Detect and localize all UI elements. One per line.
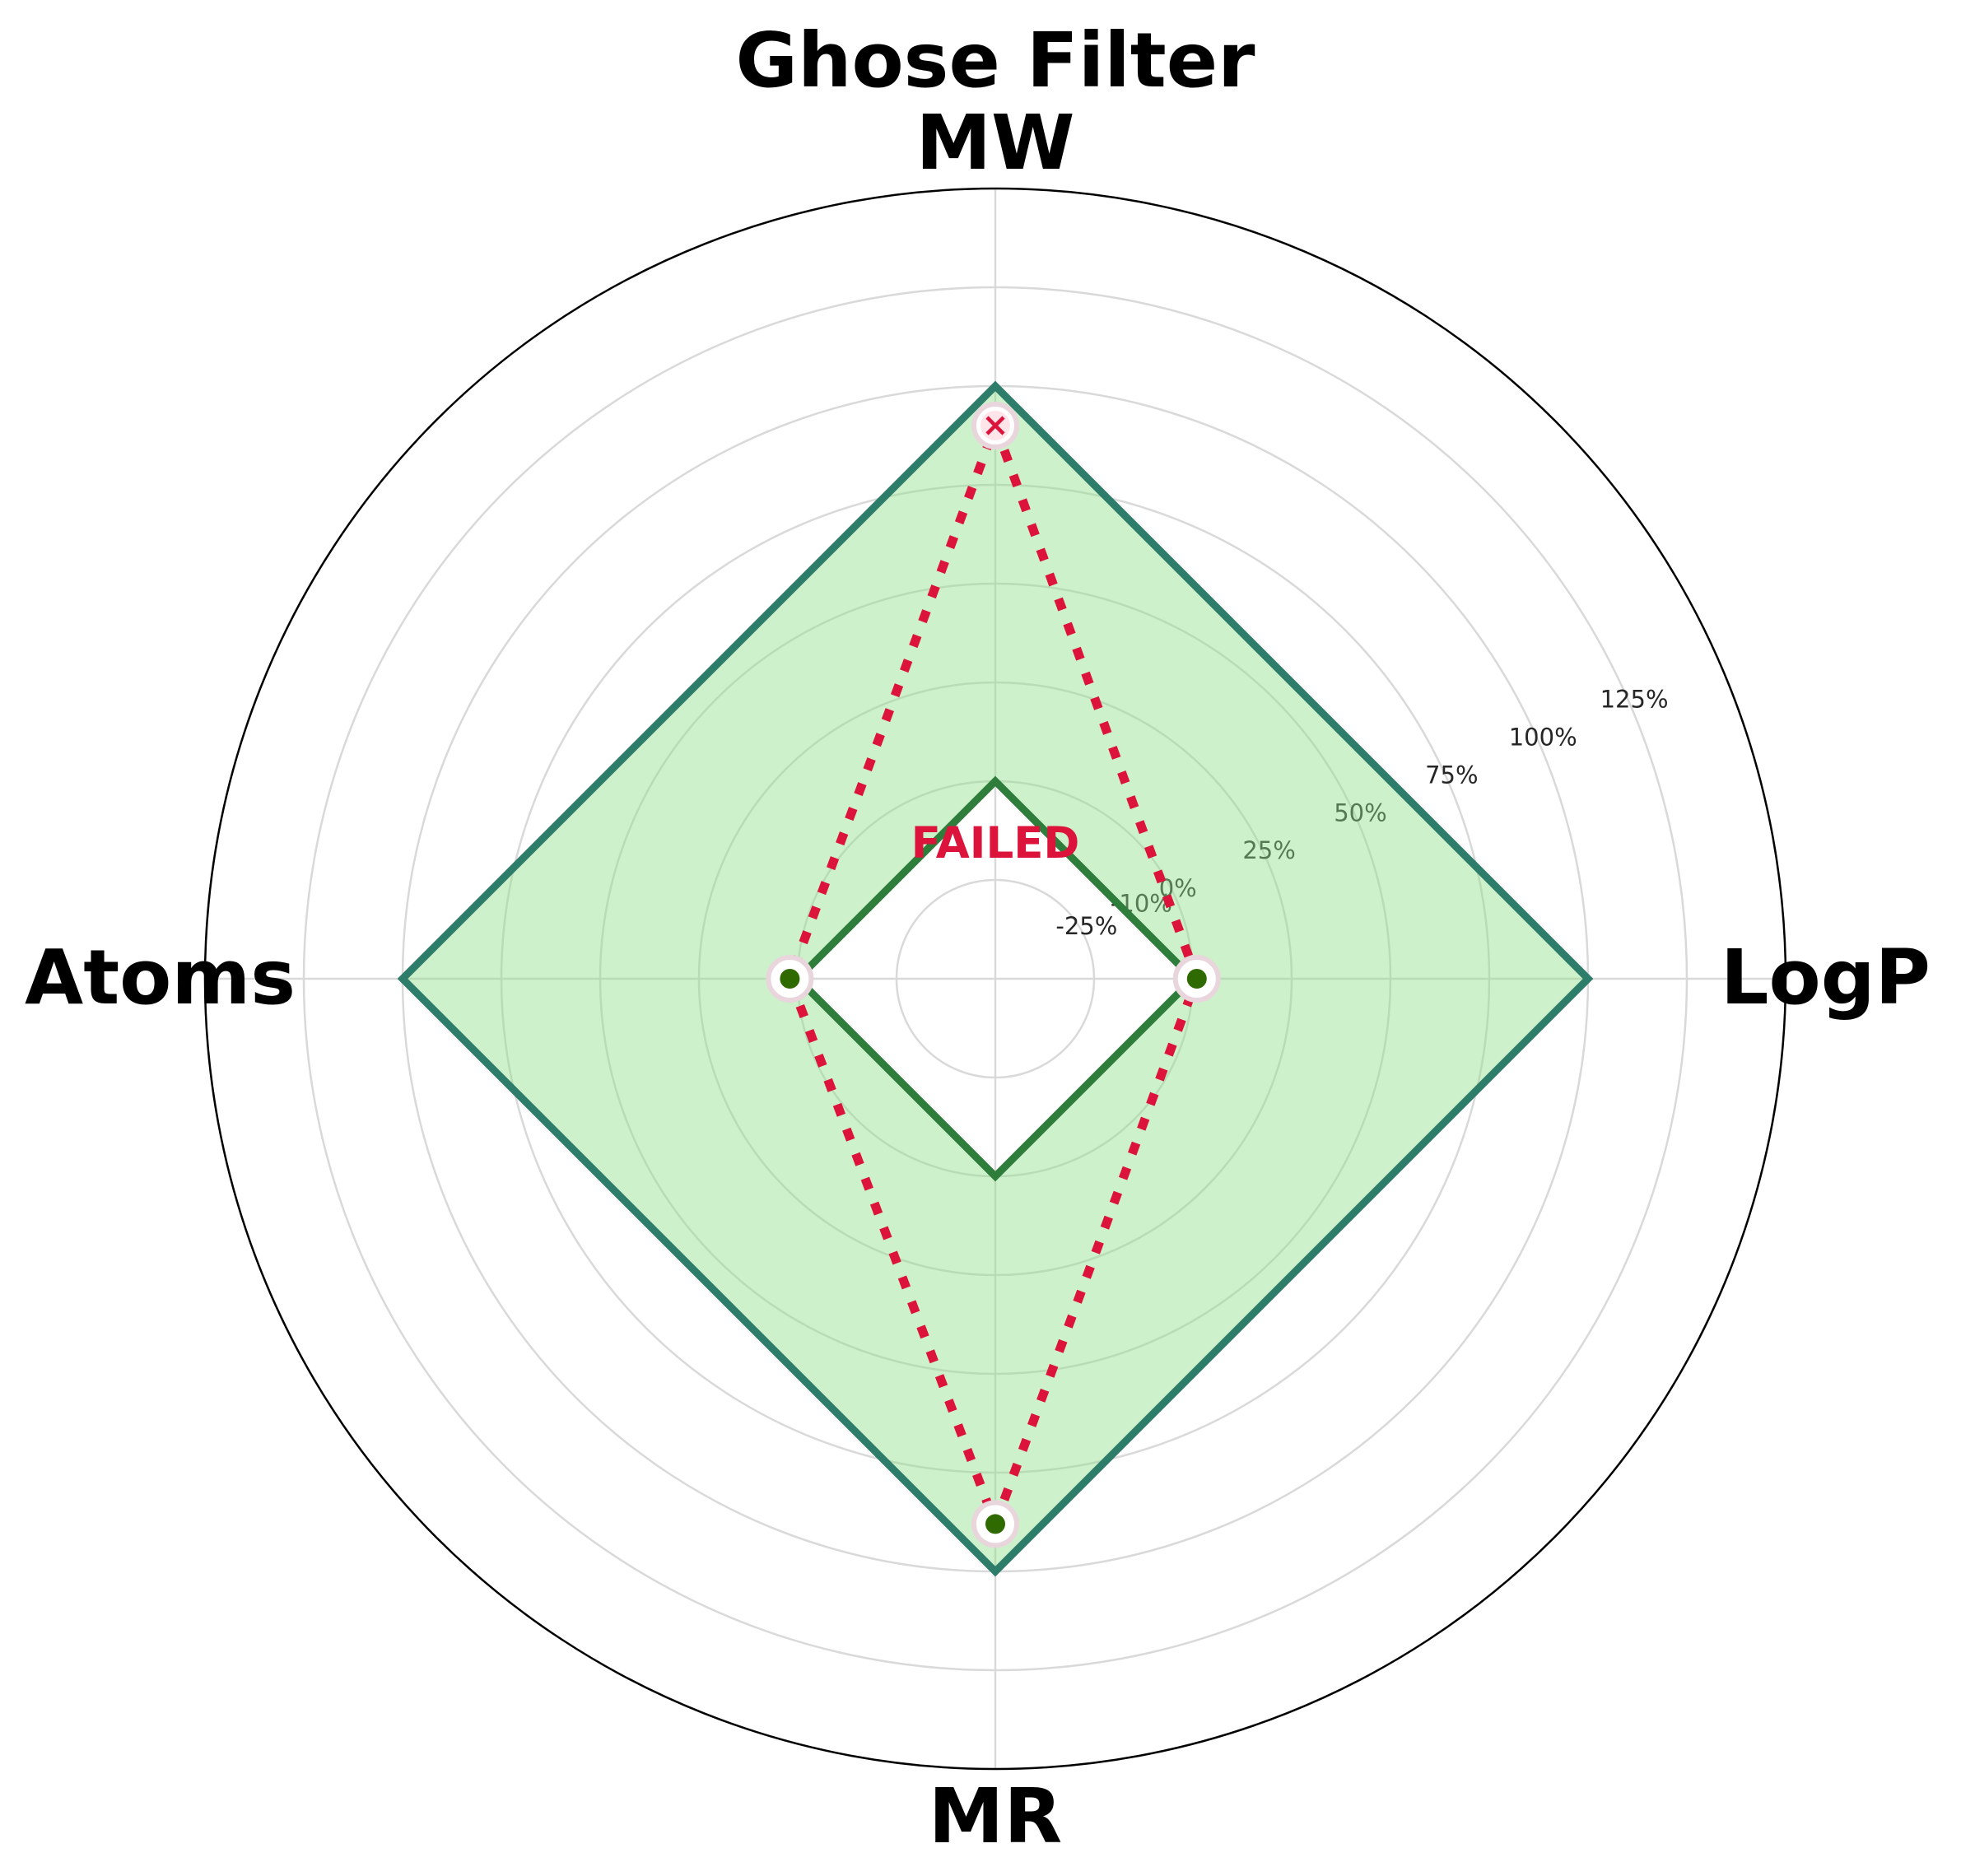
- axis-label-logp: LogP: [1721, 933, 1931, 1022]
- pass-marker: [1186, 969, 1207, 989]
- radial-tick-label: 50%: [1334, 798, 1386, 826]
- polar-frame: [203, 187, 1787, 1771]
- pass-marker: [780, 969, 800, 989]
- x-mark-icon: [985, 416, 1005, 435]
- axis-labels: MW LogP MR Atoms: [25, 99, 1931, 1860]
- lower-bound-line: [792, 775, 1199, 1182]
- radial-tick-labels: -25%-10%0%25%50%75%100%125%: [1055, 686, 1668, 941]
- upper-bound-line: [397, 380, 1594, 1577]
- chart-title: Ghose Filter: [735, 16, 1255, 105]
- data-point-mr: [971, 1500, 1019, 1548]
- pass-marker: [985, 1514, 1005, 1534]
- status-label: FAILED: [911, 818, 1080, 868]
- radial-tick-label: -25%: [1055, 912, 1117, 940]
- data-point-markers: [766, 402, 1221, 1548]
- radial-tick-label: 100%: [1509, 723, 1577, 751]
- radial-tick-label: 125%: [1600, 686, 1669, 714]
- radial-tick-label: 75%: [1425, 761, 1478, 789]
- axis-label-atoms: Atoms: [25, 933, 296, 1022]
- axis-label-mr: MR: [929, 1772, 1062, 1860]
- radial-tick-label: 25%: [1242, 836, 1295, 864]
- axis-label-mw: MW: [915, 99, 1074, 187]
- data-point-logp: [1172, 955, 1221, 1003]
- data-point-atoms: [766, 955, 814, 1003]
- data-point-mw: [971, 402, 1019, 449]
- axis-spokes: [205, 189, 1786, 1769]
